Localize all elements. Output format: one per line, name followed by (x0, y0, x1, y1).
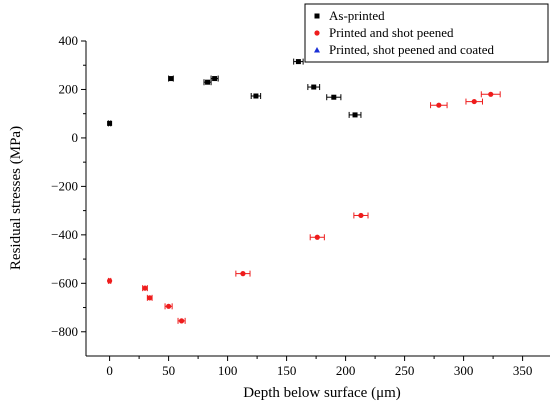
data-point (253, 93, 259, 99)
x-tick-label: 50 (162, 363, 175, 378)
y-tick-label: −400 (51, 227, 78, 242)
data-point (240, 271, 246, 277)
x-tick-label: 100 (218, 363, 238, 378)
y-tick-label: 0 (72, 130, 79, 145)
legend-box (304, 3, 549, 63)
x-tick-label: 150 (277, 363, 297, 378)
data-point (358, 212, 364, 219)
data-point (488, 91, 494, 97)
x-tick-label: 200 (336, 363, 356, 378)
data-point (142, 285, 148, 291)
legend-marker (314, 47, 320, 53)
data-layer (107, 58, 501, 324)
data-point (168, 76, 174, 82)
x-tick-label: 0 (106, 363, 113, 378)
y-tick-label: −600 (51, 275, 78, 290)
data-point (471, 98, 477, 105)
y-axis-title: Residual stresses (MPa) (8, 126, 24, 270)
data-point (212, 76, 218, 82)
data-point (314, 234, 320, 240)
legend-marker (314, 13, 320, 19)
data-point (295, 59, 301, 65)
legend: As-printed Printed and shot peened Printed… (304, 3, 549, 63)
data-point (352, 112, 358, 118)
data-point (311, 84, 317, 90)
data-point (331, 94, 337, 100)
legend-label: Printed and shot peened (329, 25, 454, 40)
x-axis-title: Depth below surface (μm) (243, 385, 401, 401)
x-tick-label: 300 (454, 363, 474, 378)
x-tick-label: 350 (513, 363, 533, 378)
data-point (166, 303, 172, 309)
y-tick-label: −200 (51, 178, 78, 193)
data-point (107, 120, 113, 126)
data-point (205, 79, 211, 85)
legend-marker (314, 30, 320, 36)
x-tick-label: 250 (395, 363, 415, 378)
legend-label: As-printed (329, 8, 385, 23)
y-tick-label: 200 (59, 81, 79, 96)
data-point (436, 102, 442, 108)
y-tick-label: 400 (59, 33, 79, 48)
legend-label: Printed, shot peened and coated (329, 42, 494, 57)
y-tick-label: −800 (51, 324, 78, 339)
axes-layer: 0 50 100 150 200 250 300 350 −800 −600 −400 −200 0 20… (51, 33, 550, 378)
data-point (147, 295, 153, 301)
data-point (178, 318, 185, 324)
data-point (107, 278, 113, 284)
